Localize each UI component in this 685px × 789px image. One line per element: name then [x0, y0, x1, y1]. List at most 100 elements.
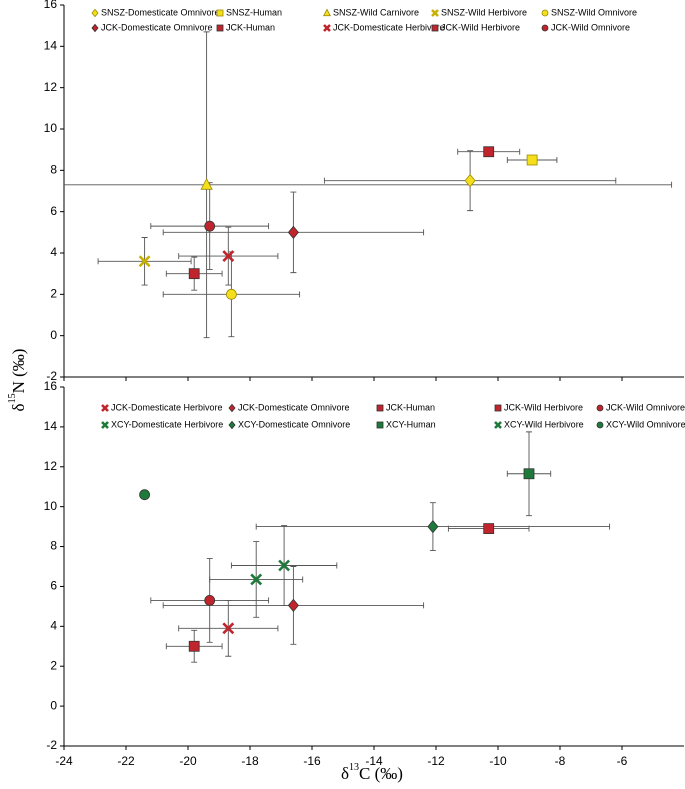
x-tick-label: -14: [365, 754, 383, 768]
legend-label: JCK-Domesticate Omnivore: [101, 22, 213, 32]
point: [91, 23, 99, 33]
x-tick-label: -16: [303, 754, 321, 768]
axis-label-sup: 13: [349, 762, 359, 773]
legend-label: SNSZ-Wild Carnivore: [333, 7, 419, 17]
y-tick-label: -2: [46, 738, 57, 752]
legend-label: JCK-Wild Herbivore: [504, 402, 583, 412]
x-tick-label: -18: [241, 754, 259, 768]
point: [228, 420, 236, 430]
y-tick-label: 4: [50, 245, 57, 259]
legend-label: JCK-Human: [226, 22, 275, 32]
point: [596, 404, 604, 412]
legend-label: JCK-Domesticate Herbivore: [111, 402, 223, 412]
axis-label-sup: 15: [7, 393, 18, 403]
point: [101, 421, 109, 429]
point: [204, 220, 216, 232]
x-tick-label: -24: [55, 754, 73, 768]
legend: SNSZ-Domesticate Omnivore SNSZ-Human SNSZ-…: [91, 7, 637, 33]
y-tick-label: 8: [50, 539, 57, 553]
point: [483, 146, 495, 158]
point: [228, 403, 236, 413]
y-tick-label: 6: [50, 579, 57, 593]
legend-label: XCY-Domesticate Omnivore: [238, 419, 350, 429]
point: [431, 9, 439, 17]
point: [483, 523, 495, 535]
point: [216, 9, 224, 17]
legend-label: JCK-Wild Omnivore: [551, 22, 630, 32]
point: [91, 8, 99, 18]
point: [541, 24, 549, 32]
point: [541, 9, 549, 17]
point: [138, 255, 151, 268]
axis-label-part: δ: [341, 764, 349, 783]
x-tick-label: -22: [117, 754, 135, 768]
point: [596, 421, 604, 429]
legend-label: SNSZ-Domesticate Omnivore: [101, 7, 220, 17]
legend-label: JCK-Human: [386, 402, 435, 412]
legend-label: JCK-Wild Omnivore: [606, 402, 685, 412]
y-tick-label: 16: [44, 0, 58, 11]
point: [250, 573, 263, 586]
y-tick-label: 0: [50, 698, 57, 712]
legend-label: SNSZ-Human: [226, 7, 282, 17]
legend-label: SNSZ-Wild Herbivore: [441, 7, 527, 17]
y-tick-label: 10: [44, 121, 58, 135]
legend-label: JCK-Wild Herbivore: [441, 22, 520, 32]
x-tick-label: -10: [489, 754, 507, 768]
point: [204, 595, 216, 606]
axis-label: δ13C (‰): [341, 762, 403, 783]
y-tick-label: -2: [46, 369, 57, 383]
legend-label: XCY-Wild Omnivore: [606, 419, 685, 429]
point: [188, 640, 200, 652]
point: [323, 8, 331, 17]
y-tick-label: 0: [50, 328, 57, 342]
axis-label-part: C (‰): [359, 764, 403, 783]
y-tick-label: 6: [50, 204, 57, 218]
point: [464, 174, 476, 188]
y-tick-label: 10: [44, 499, 58, 513]
point: [323, 24, 331, 32]
x-tick-label: -8: [555, 754, 566, 768]
point: [200, 177, 213, 190]
legend-label: JCK-Domesticate Herbivore: [333, 22, 445, 32]
point: [101, 404, 109, 412]
legend-label: SNSZ-Wild Omnivore: [551, 7, 637, 17]
point: [139, 489, 151, 501]
x-error-bar: [64, 181, 673, 188]
point: [188, 268, 200, 280]
y-tick-label: 2: [50, 287, 57, 301]
point: [376, 421, 384, 429]
y-tick-label: 2: [50, 658, 57, 672]
point: [287, 225, 299, 239]
x-tick-label: -12: [427, 754, 445, 768]
point: [278, 559, 291, 572]
legend-label: XCY-Wild Herbivore: [504, 419, 584, 429]
axis-label-part: δ: [9, 403, 28, 411]
point: [216, 24, 224, 32]
axis-label-part: N (‰): [9, 349, 28, 394]
y-tick-label: 12: [44, 459, 58, 473]
point: [523, 468, 535, 480]
x-tick-label: -20: [179, 754, 197, 768]
point: [222, 622, 235, 635]
legend-label: XCY-Human: [386, 419, 436, 429]
y-tick-label: 16: [44, 379, 58, 393]
point: [376, 404, 384, 412]
plot-area: [139, 431, 611, 663]
point: [427, 519, 439, 534]
point: [225, 288, 237, 300]
point: [287, 598, 299, 613]
y-tick-label: 14: [44, 419, 58, 433]
y-tick-label: 4: [50, 619, 57, 633]
point: [494, 404, 502, 412]
point: [526, 154, 538, 166]
y-tick-label: 14: [44, 39, 58, 53]
legend-label: JCK-Domesticate Omnivore: [238, 402, 350, 412]
y-tick-label: 8: [50, 163, 57, 177]
legend: JCK-Domesticate Herbivore JCK-Domesticate…: [101, 402, 685, 430]
point: [431, 24, 439, 32]
plot-area: [64, 31, 673, 339]
legend-label: XCY-Domesticate Herbivore: [111, 419, 223, 429]
axis-label: δ15N (‰): [7, 349, 28, 412]
